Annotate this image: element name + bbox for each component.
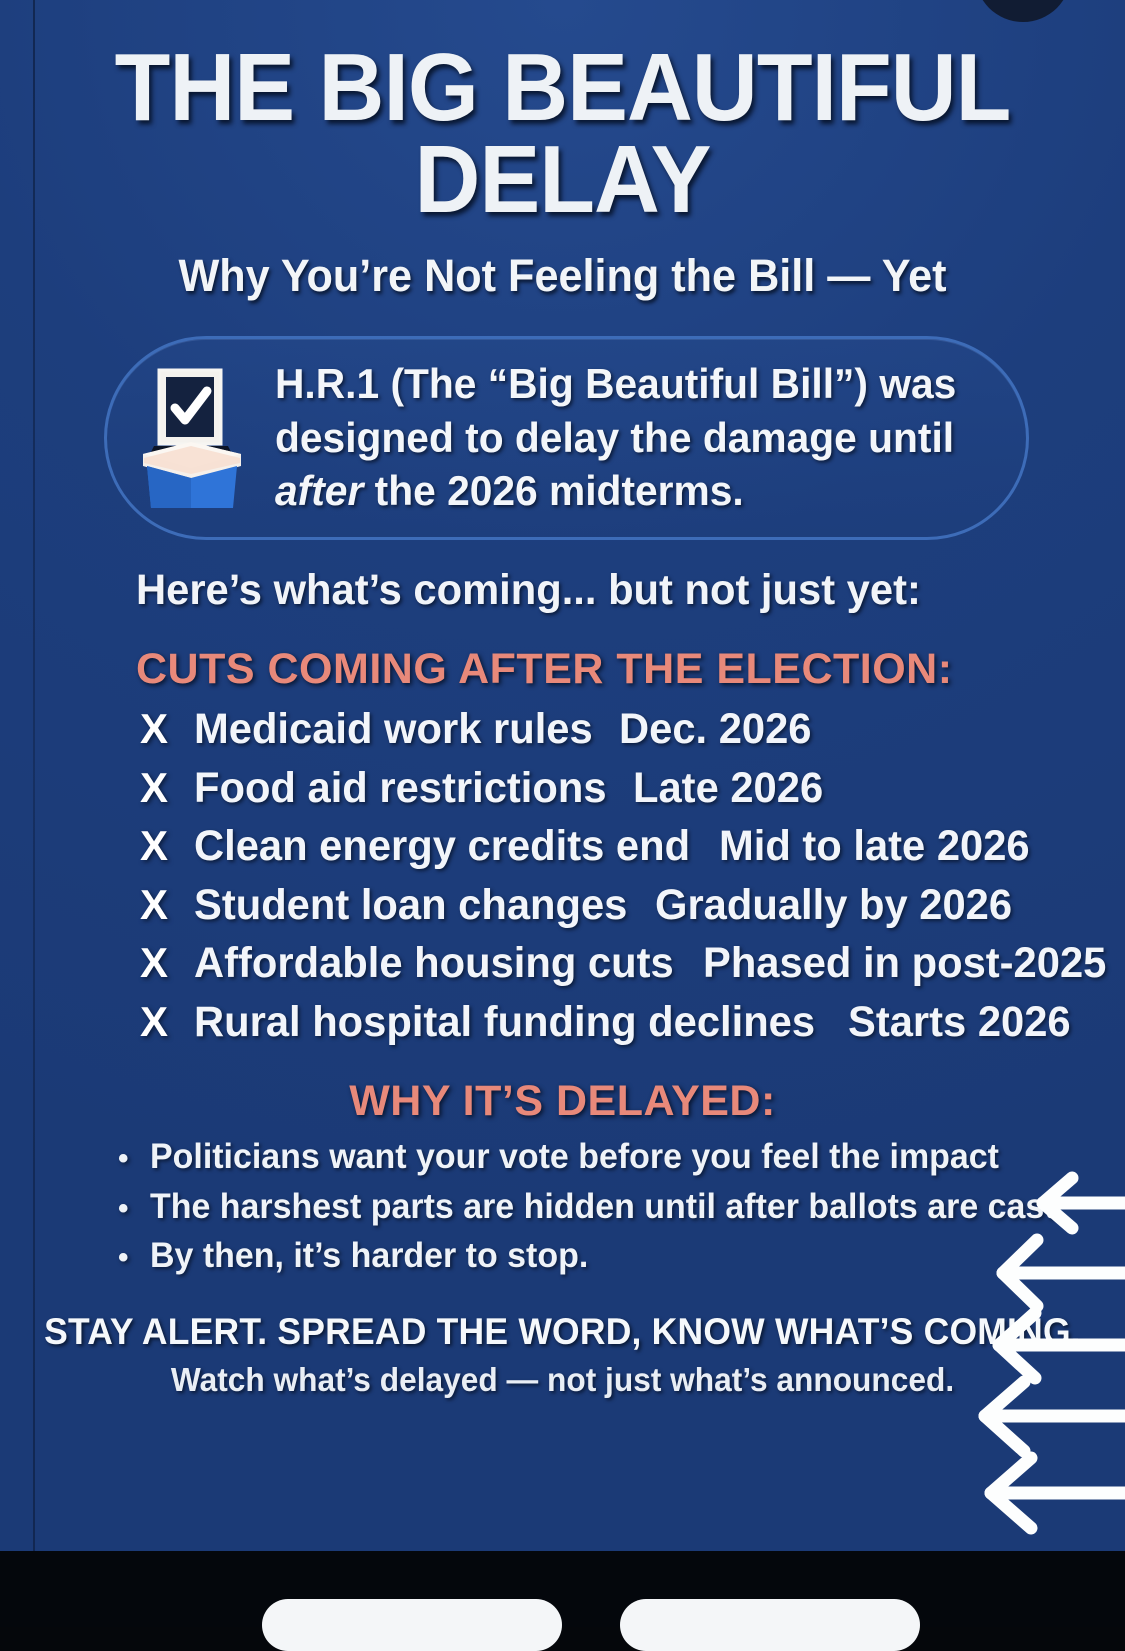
footer-block: STAY ALERT. SPREAD THE WORD, KNOW WHAT’S… xyxy=(0,1311,1125,1399)
bullet-dot-icon: • xyxy=(118,1191,129,1225)
x-marker-icon: X xyxy=(140,705,169,753)
why-item-text: The harshest parts are hidden until afte… xyxy=(150,1186,1056,1226)
cut-label: Medicaid work rules xyxy=(194,705,593,754)
device-bottom-bar xyxy=(0,1551,1125,1651)
headline-line-2: DELAY xyxy=(414,126,712,234)
bullet-dot-icon: • xyxy=(118,1142,129,1176)
cut-timing: Starts 2026 xyxy=(848,997,1071,1046)
cut-timing: Mid to late 2026 xyxy=(719,822,1031,871)
cut-timing: Late 2026 xyxy=(633,763,824,812)
why-item-text: By then, it’s harder to stop. xyxy=(150,1236,589,1276)
x-marker-icon: X xyxy=(140,763,169,811)
list-item: X Medicaid work rules Dec. 2026 xyxy=(140,700,1125,758)
cut-label: Rural hospital funding declines xyxy=(194,997,816,1046)
cut-label: Clean energy credits end xyxy=(194,822,691,871)
why-item-text: Politicians want your vote before you fe… xyxy=(150,1137,999,1177)
footer-call-to-action: STAY ALERT. SPREAD THE WORD, KNOW WHAT’S… xyxy=(44,1311,1081,1353)
cut-label: Food aid restrictions xyxy=(194,763,607,812)
arrow-left-icon xyxy=(984,1451,1125,1535)
screen-seam-divider xyxy=(33,0,35,1551)
cut-label: Student loan changes xyxy=(194,880,628,929)
x-marker-icon: X xyxy=(140,822,169,870)
camera-punch-hole xyxy=(975,0,1071,22)
cuts-section-header: CUTS COMING AFTER THE ELECTION: xyxy=(136,645,953,694)
callout-text: H.R.1 (The “Big Beautiful Bill”) was des… xyxy=(275,357,976,517)
why-list: • Politicians want your vote before you … xyxy=(118,1132,1125,1281)
cut-label: Affordable housing cuts xyxy=(194,939,674,988)
cut-timing: Phased in post-2025 xyxy=(702,939,1106,988)
bottom-action-pill-left[interactable] xyxy=(262,1599,562,1651)
list-item: X Affordable housing cuts Phased in post… xyxy=(140,934,1125,992)
callout-text-part2: the 2026 midterms. xyxy=(363,466,744,514)
list-item: • By then, it’s harder to stop. xyxy=(118,1231,1125,1281)
cut-timing: Dec. 2026 xyxy=(619,705,812,754)
headline-line-1: THE BIG BEAUTIFUL xyxy=(114,34,1012,141)
cuts-list: X Medicaid work rules Dec. 2026 X Food a… xyxy=(140,700,1125,1051)
list-item: X Student loan changes Gradually by 2026 xyxy=(140,876,1125,934)
why-section-header: WHY IT’S DELAYED: xyxy=(349,1077,776,1126)
list-item: X Clean energy credits end Mid to late 2… xyxy=(140,817,1125,875)
infographic-poster: THE BIG BEAUTIFUL DELAY Why You’re Not F… xyxy=(0,0,1125,1551)
page-title: THE BIG BEAUTIFUL DELAY xyxy=(28,40,1097,234)
ballot-box-check-icon xyxy=(129,362,253,512)
cut-timing: Gradually by 2026 xyxy=(654,880,1012,929)
x-marker-icon: X xyxy=(140,997,169,1045)
bullet-dot-icon: • xyxy=(118,1241,129,1275)
footer-subtext: Watch what’s delayed — not just what’s a… xyxy=(170,1361,955,1399)
list-item: • The harshest parts are hidden until af… xyxy=(118,1182,1125,1232)
x-marker-icon: X xyxy=(140,939,169,987)
list-item: X Food aid restrictions Late 2026 xyxy=(140,759,1125,817)
bottom-action-pill-right[interactable] xyxy=(620,1599,920,1651)
callout-text-emphasis: after xyxy=(275,466,364,514)
list-item: X Rural hospital funding declines Starts… xyxy=(140,993,1125,1051)
page-subtitle: Why You’re Not Feeling the Bill — Yet xyxy=(178,250,947,302)
list-item: • Politicians want your vote before you … xyxy=(118,1132,1125,1182)
x-marker-icon: X xyxy=(140,880,169,928)
lead-in-text: Here’s what’s coming... but not just yet… xyxy=(136,566,921,615)
callout-banner: H.R.1 (The “Big Beautiful Bill”) was des… xyxy=(104,336,1029,541)
callout-text-part1: H.R.1 (The “Big Beautiful Bill”) was des… xyxy=(275,360,957,461)
